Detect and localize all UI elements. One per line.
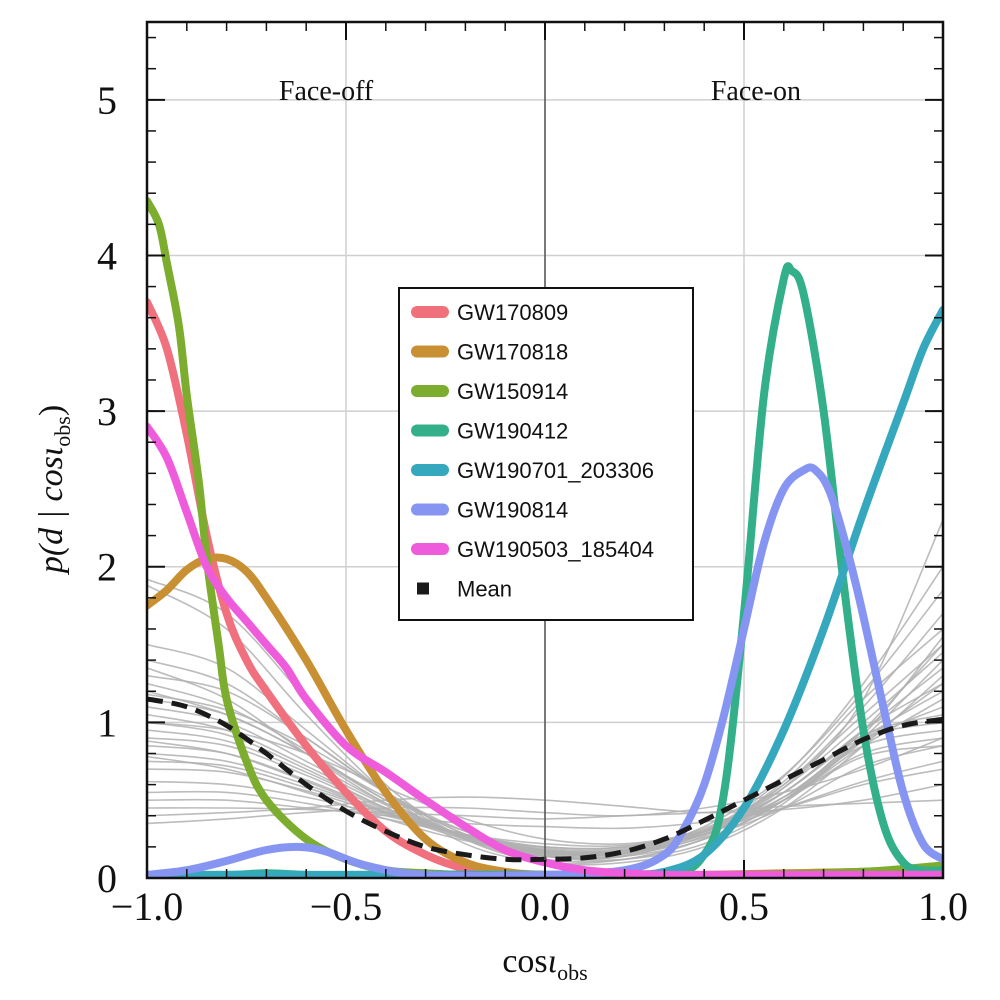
legend-entry: GW190503_185404 <box>411 537 654 562</box>
face-on-label: Face-on <box>711 76 801 107</box>
background-curve <box>147 737 943 825</box>
legend-entry: GW170818 <box>411 340 568 365</box>
legend-label: GW150914 <box>457 379 568 404</box>
legend-entry: Mean <box>417 577 512 602</box>
y-tick-label: 2 <box>97 545 117 590</box>
x-axis-label: cosιobs <box>502 943 587 985</box>
y-axis-label-iota: ι <box>33 447 70 456</box>
face-off-annotation: Face-off <box>279 76 374 107</box>
legend-entry: GW190701_203306 <box>411 458 654 483</box>
y-axis-label-sub: obs <box>50 416 75 447</box>
y-tick-label: 0 <box>97 856 117 901</box>
legend-label: GW190503_185404 <box>457 537 654 562</box>
background-curve <box>147 589 943 855</box>
legend: GW170809 GW170818 GW150914 GW190412 GW190701… <box>398 287 694 621</box>
x-tick-label: 0.0 <box>520 884 570 929</box>
face-off-label: Face-off <box>279 76 374 107</box>
background-curve <box>147 566 943 860</box>
legend-label: GW190701_203306 <box>457 458 654 483</box>
y-axis-label-prefix: p(d | cos <box>33 456 70 575</box>
background-curve <box>147 519 943 850</box>
x-axis-title: cosιobs <box>502 943 587 985</box>
legend-label: Mean <box>457 577 512 602</box>
legend-entry: GW190412 <box>411 419 568 444</box>
legend-label: GW190814 <box>457 498 568 523</box>
legend-swatch-mean <box>417 582 429 595</box>
x-tick-label: −1.0 <box>111 884 184 929</box>
face-on-annotation: Face-on <box>711 76 801 107</box>
legend-label: GW170809 <box>457 300 568 325</box>
y-tick-label: 4 <box>97 233 117 278</box>
y-axis-label: p(d | cosιobs) <box>33 405 75 575</box>
y-tick-label: 5 <box>97 78 117 123</box>
legend-box <box>398 287 694 621</box>
x-axis-label-sub: obs <box>557 960 588 985</box>
y-tick-label: 3 <box>97 389 117 434</box>
x-tick-label: 1.0 <box>918 884 968 929</box>
legend-label: GW170818 <box>457 340 568 365</box>
legend-entry: GW150914 <box>411 379 568 404</box>
x-tick-label: −0.5 <box>310 884 383 929</box>
x-tick-label: 0.5 <box>719 884 769 929</box>
series-line-gw190814 <box>147 463 943 878</box>
y-tick-label: 1 <box>97 700 117 745</box>
legend-entry: GW170809 <box>411 300 568 325</box>
legend-entry: GW190814 <box>411 498 568 523</box>
series-line-gw190503-185404 <box>147 422 943 878</box>
x-axis-label-base: cos <box>502 943 547 980</box>
y-axis-title: p(d | cosιobs) <box>33 405 75 575</box>
axis-ticks: −1.0 −0.5 0.0 0.5 1.0 0 1 2 3 4 5 <box>97 22 968 929</box>
x-axis-label-iota: ι <box>548 943 557 980</box>
legend-label: GW190412 <box>457 419 568 444</box>
y-axis-label-suffix: ) <box>33 405 70 416</box>
